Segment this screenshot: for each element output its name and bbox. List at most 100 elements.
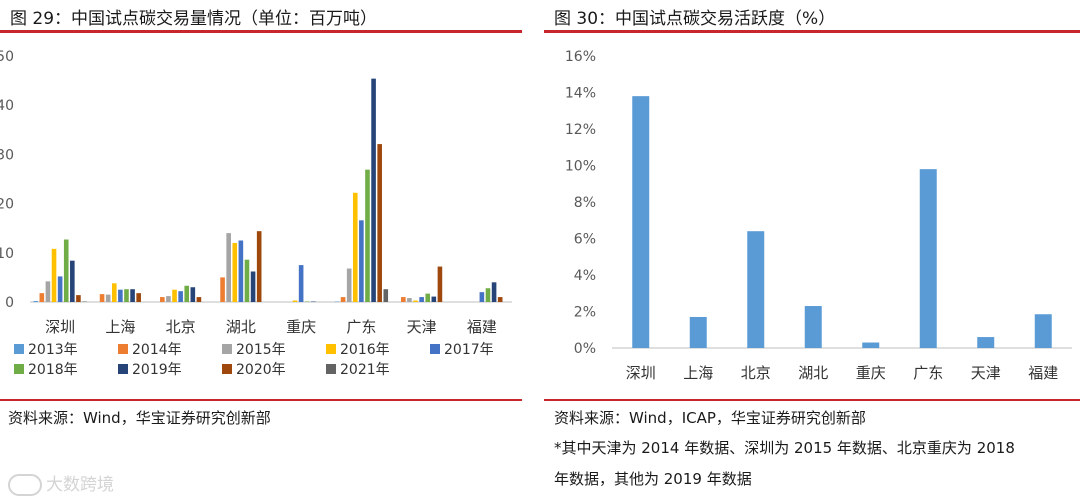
legend-label: 2016年 <box>340 342 390 358</box>
legend-swatch <box>14 364 24 374</box>
category-label: 广东 <box>346 318 376 336</box>
right-source-text: 资料来源：Wind，ICAP，华宝证券研究创新部 <box>554 409 866 427</box>
bar <box>33 301 39 302</box>
legend-swatch <box>118 344 128 354</box>
legend-swatch <box>326 344 336 354</box>
bar <box>425 293 431 302</box>
legend-swatch <box>326 364 336 374</box>
bar <box>632 96 650 349</box>
bar <box>862 342 880 348</box>
bar <box>407 298 412 302</box>
y-tick-label: 10% <box>565 159 596 175</box>
bar <box>111 283 117 302</box>
category-label: 深圳 <box>626 364 656 382</box>
bar <box>39 293 45 302</box>
legend-swatch <box>14 344 24 354</box>
category-label: 北京 <box>166 318 196 336</box>
category-label: 北京 <box>741 364 771 382</box>
legend-swatch <box>222 344 232 354</box>
bar <box>485 288 491 302</box>
legend-label: 2015年 <box>236 342 286 358</box>
bar <box>172 289 177 302</box>
bar <box>431 296 437 302</box>
category-label: 重庆 <box>286 318 316 336</box>
legend-label: 2018年 <box>28 362 78 378</box>
category-label: 福建 <box>467 318 497 336</box>
bar <box>804 306 822 348</box>
bar <box>292 300 298 302</box>
bar <box>401 297 406 302</box>
legend-label: 2019年 <box>132 362 182 378</box>
legend-label: 2014年 <box>132 342 182 358</box>
bar <box>977 337 995 348</box>
bar <box>479 292 485 302</box>
watermark-logo-icon <box>8 474 42 496</box>
bar <box>250 271 256 302</box>
legend-swatch <box>222 364 232 374</box>
y-tick-label: 2% <box>574 305 596 321</box>
bar <box>99 294 105 302</box>
legend-swatch <box>430 344 440 354</box>
bar <box>437 266 443 302</box>
bar <box>413 300 418 302</box>
left-bar-chart: 0 10 20 30 40 50 深圳 上海 北京 湖北 重庆 广东 天津 福建 2013年 2014年 201… <box>0 49 512 378</box>
bar <box>371 78 376 302</box>
bar <box>160 297 165 302</box>
y-tick-label: 10 <box>0 246 14 262</box>
bar <box>190 287 196 302</box>
bar <box>184 285 190 302</box>
bar <box>166 296 171 302</box>
bar <box>45 281 51 302</box>
legend-swatch <box>118 364 128 374</box>
bar <box>178 291 183 302</box>
bar <box>136 293 141 302</box>
bar <box>419 297 424 302</box>
right-title-rule <box>544 30 1080 33</box>
bar <box>124 289 129 302</box>
watermark: 大数跨境 <box>8 470 114 496</box>
bar <box>63 239 69 302</box>
right-note-line-2: 年数据，其他为 2019 年数据 <box>554 470 752 488</box>
category-label: 天津 <box>407 318 437 336</box>
category-label: 上海 <box>683 364 713 382</box>
bar <box>226 233 231 302</box>
bar <box>497 297 503 302</box>
bar <box>51 248 57 302</box>
right-note-line-1: *其中天津为 2014 年数据、深圳为 2015 年数据、北京重庆为 2018 <box>554 439 1015 457</box>
y-tick-label: 16% <box>565 49 596 65</box>
y-tick-label: 6% <box>574 232 596 248</box>
legend-label: 2020年 <box>236 362 286 378</box>
category-label: 湖北 <box>226 318 256 336</box>
category-label: 重庆 <box>856 364 886 382</box>
y-tick-label: 0% <box>574 341 596 357</box>
bar <box>256 231 262 302</box>
legend-label: 2017年 <box>444 342 494 358</box>
bar <box>365 169 370 302</box>
bar <box>491 282 497 302</box>
bar <box>346 268 352 302</box>
watermark-text: 大数跨境 <box>46 475 114 495</box>
bar <box>747 231 765 348</box>
y-tick-label: 8% <box>574 195 596 211</box>
bar <box>919 169 937 348</box>
y-tick-label: 50 <box>0 49 14 65</box>
bar <box>352 192 358 302</box>
y-tick-label: 12% <box>565 122 596 138</box>
y-tick-label: 0 <box>5 295 14 311</box>
y-tick-label: 14% <box>565 86 596 102</box>
bar <box>340 297 346 302</box>
bar <box>244 259 250 302</box>
bar <box>196 297 202 302</box>
left-title-rule <box>0 30 522 33</box>
left-source-rule <box>0 399 522 401</box>
category-label: 广东 <box>913 364 943 382</box>
bar <box>105 294 111 302</box>
y-tick-label: 30 <box>0 147 14 163</box>
left-chart-panel: 图 29：中国试点碳交易量情况（单位：百万吨） 0 10 20 30 40 50 深圳 上海 北… <box>0 0 528 501</box>
bar <box>1034 314 1052 348</box>
bar <box>238 240 244 302</box>
bar <box>298 265 304 302</box>
bar <box>76 295 81 302</box>
bar <box>220 277 225 302</box>
y-tick-label: 4% <box>574 268 596 284</box>
